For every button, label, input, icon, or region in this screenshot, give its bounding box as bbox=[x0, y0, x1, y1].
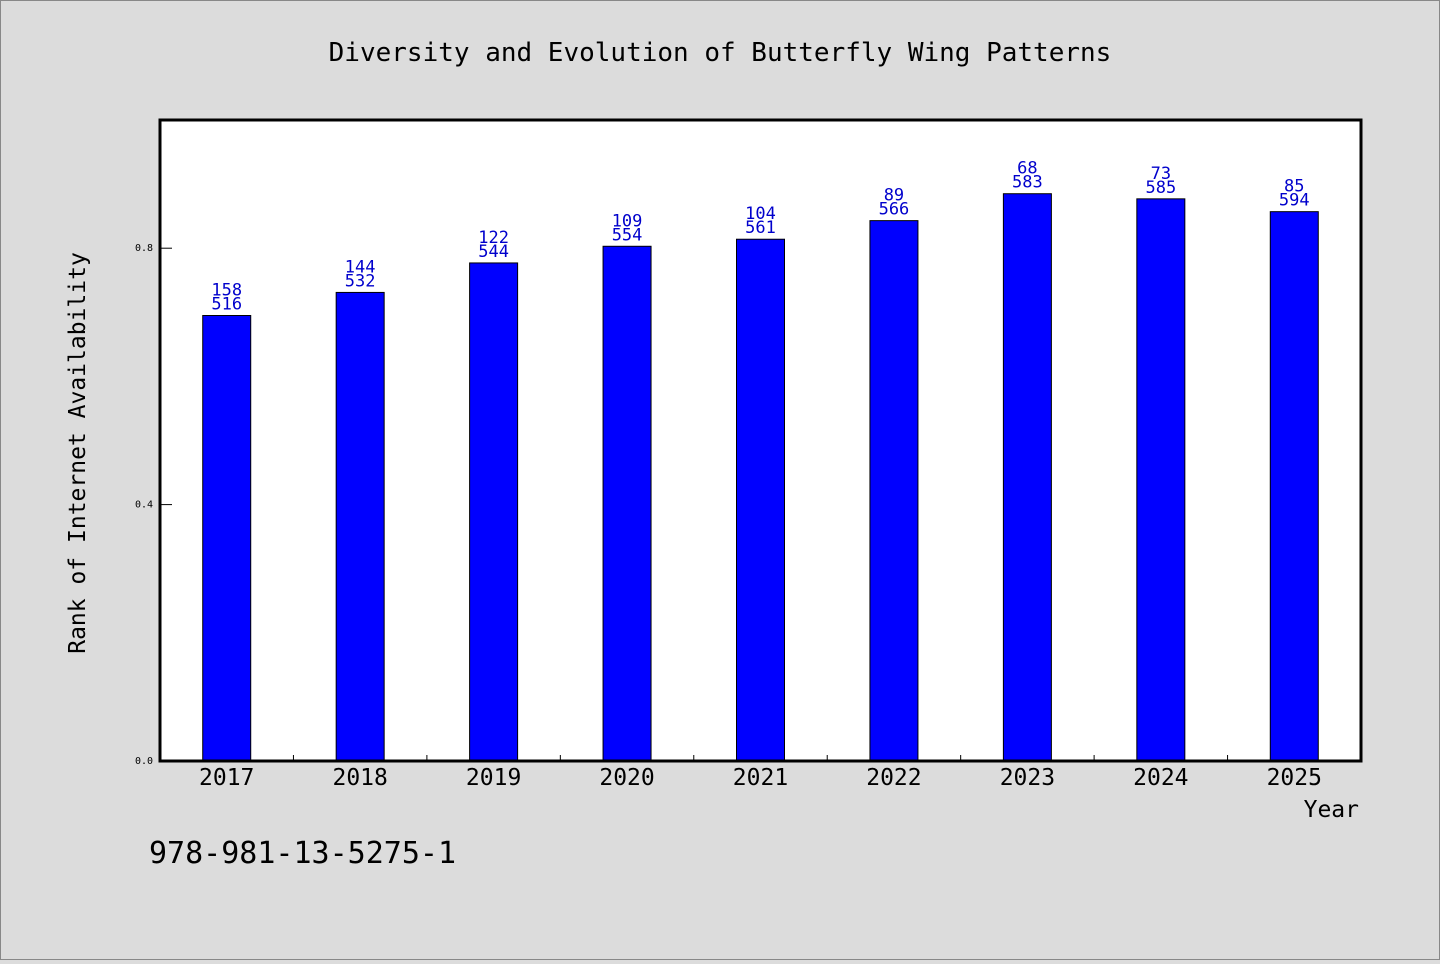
data-label-top-2024: 73 bbox=[1151, 164, 1171, 184]
x-tick-label-2025: 2025 bbox=[1267, 765, 1322, 791]
x-tick-label-2022: 2022 bbox=[866, 765, 921, 791]
data-label-top-2017: 158 bbox=[211, 281, 242, 301]
data-label-top-2019: 122 bbox=[478, 228, 509, 248]
bars-layer bbox=[202, 193, 1319, 762]
data-label-top-2025: 85 bbox=[1284, 177, 1304, 197]
data-label-bottom-2025: 594 bbox=[1279, 191, 1310, 211]
data-label-top-2021: 104 bbox=[745, 204, 776, 224]
data-label-top-2023: 68 bbox=[1017, 159, 1037, 179]
bar-2019 bbox=[469, 262, 519, 762]
data-label-bottom-2019: 544 bbox=[478, 242, 509, 262]
x-tick-label-2020: 2020 bbox=[599, 765, 654, 791]
chart-title: Diversity and Evolution of Butterfly Win… bbox=[329, 38, 1112, 68]
bar-2020 bbox=[602, 245, 652, 762]
data-label-bottom-2021: 561 bbox=[745, 218, 776, 238]
y-axis-label: Rank of Internet Availability bbox=[65, 252, 91, 654]
bar-2021 bbox=[736, 238, 785, 762]
x-tick-label-2024: 2024 bbox=[1133, 765, 1188, 791]
data-label-top-2022: 89 bbox=[884, 186, 904, 206]
footer-identifier: 978-981-13-5275-1 bbox=[149, 836, 456, 871]
y-tick-label: 0.4 bbox=[135, 500, 153, 511]
bar-2018 bbox=[335, 291, 385, 762]
bar-2023 bbox=[1002, 193, 1052, 762]
x-axis-label: Year bbox=[1304, 797, 1359, 823]
data-label-bottom-2023: 583 bbox=[1012, 173, 1043, 193]
x-tick-label-2019: 2019 bbox=[466, 765, 521, 791]
data-label-top-2018: 144 bbox=[345, 257, 376, 277]
plot-border bbox=[158, 118, 1363, 763]
y-tick-label: 0.8 bbox=[135, 243, 153, 254]
bar-2025 bbox=[1269, 211, 1319, 762]
data-label-bottom-2018: 532 bbox=[345, 271, 376, 291]
bar-2022 bbox=[869, 220, 919, 762]
data-label-bottom-2020: 554 bbox=[612, 225, 643, 245]
bar-2017 bbox=[202, 315, 252, 762]
data-label-bottom-2022: 566 bbox=[879, 200, 910, 220]
data-label-bottom-2017: 516 bbox=[211, 295, 242, 315]
x-tick-label-2021: 2021 bbox=[733, 765, 788, 791]
x-tick-label-2018: 2018 bbox=[332, 765, 387, 791]
y-tick-label: 0.0 bbox=[135, 756, 153, 767]
x-tick-labels: 2017 2018 2019 2020 2021 2022 2023 2024 2025 bbox=[199, 765, 1322, 791]
bar-2024 bbox=[1136, 198, 1186, 762]
data-label-bottom-2024: 585 bbox=[1145, 178, 1176, 198]
x-tick-label-2023: 2023 bbox=[1000, 765, 1055, 791]
data-label-top-2020: 109 bbox=[612, 211, 643, 231]
x-tick-label-2017: 2017 bbox=[199, 765, 254, 791]
